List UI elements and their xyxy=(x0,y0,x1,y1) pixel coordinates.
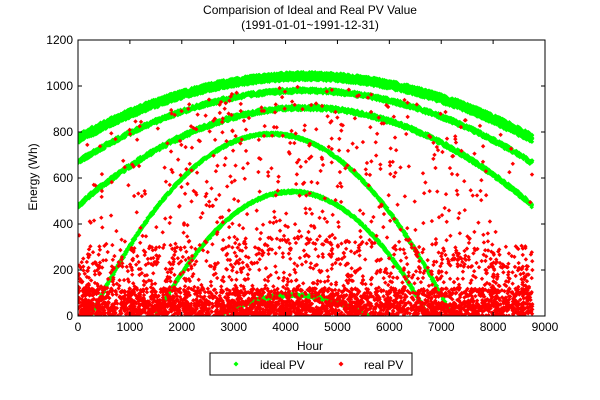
plot-background xyxy=(78,40,545,316)
ideal-pv-point xyxy=(341,71,347,77)
ideal-pv-point xyxy=(133,110,139,116)
ideal-pv-point xyxy=(88,133,94,139)
ideal-pv-point xyxy=(206,86,211,92)
ideal-pv-point xyxy=(209,88,215,94)
ideal-pv-point xyxy=(94,131,99,136)
chart-title: Comparision of Ideal and Real PV Value xyxy=(203,3,417,17)
ideal-pv-point xyxy=(182,94,187,100)
ideal-pv-point xyxy=(156,102,162,108)
ideal-pv-point xyxy=(127,109,133,114)
plot-area xyxy=(78,40,545,316)
ideal-pv-point xyxy=(78,138,83,144)
chart-subtitle: (1991-01-01~1991-12-31) xyxy=(241,18,379,32)
series-ideal-pv xyxy=(78,69,535,316)
ideal-pv-point xyxy=(218,82,224,87)
ideal-pv-point xyxy=(529,132,535,138)
ideal-pv-point xyxy=(503,118,509,124)
ideal-pv-point xyxy=(405,82,411,88)
ideal-pv-point xyxy=(138,102,144,108)
ideal-pv-point xyxy=(103,126,109,131)
ideal-pv-point xyxy=(229,82,235,88)
ideal-pv-point xyxy=(433,90,439,96)
ideal-pv-point xyxy=(166,99,171,105)
ideal-pv-point xyxy=(148,106,154,111)
